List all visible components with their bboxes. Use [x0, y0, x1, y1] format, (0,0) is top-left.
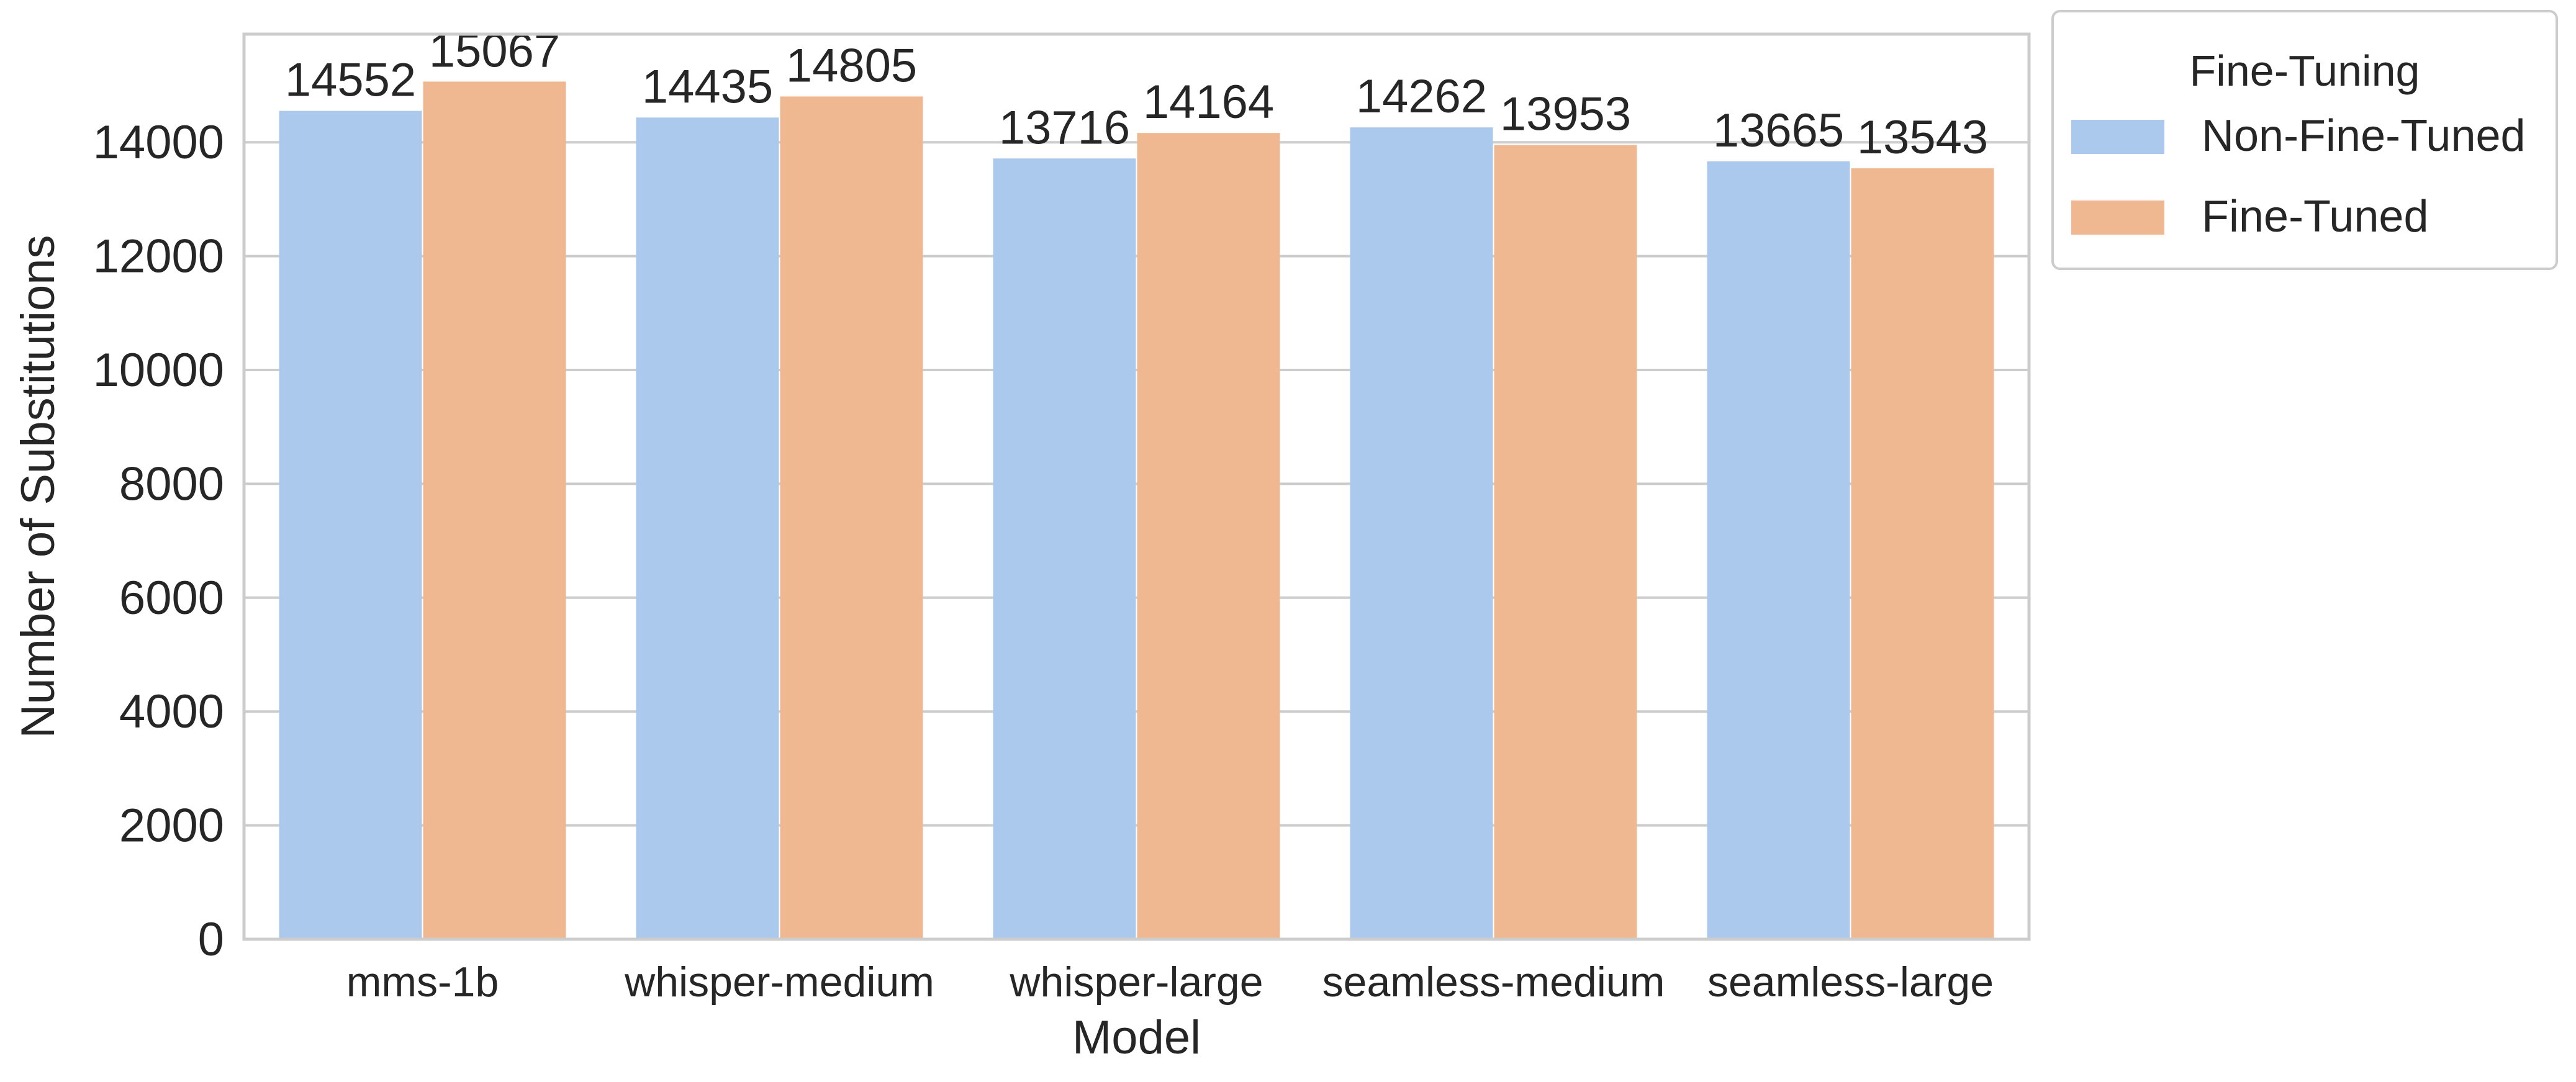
bar-mms-1b-non-fine-tuned [279, 110, 422, 940]
bar-value-label: 14262 [1356, 70, 1487, 123]
legend-swatch-fine-tuned [2071, 201, 2164, 235]
y-tick-label: 4000 [119, 685, 224, 738]
x-tick-label: seamless-large [1707, 958, 1994, 1006]
x-tick-label: whisper-large [1009, 958, 1263, 1006]
bar-value-label: 13665 [1713, 104, 1844, 157]
y-tick-label: 6000 [119, 572, 224, 624]
bar-whisper-medium-fine-tuned [780, 96, 923, 940]
plot-frame [242, 32, 2031, 941]
bar-value-label: 13716 [999, 101, 1130, 154]
y-tick-label: 8000 [119, 458, 224, 510]
y-tick-label: 12000 [93, 230, 224, 283]
bar-whisper-medium-non-fine-tuned [636, 117, 779, 939]
bar-seamless-large-non-fine-tuned [1707, 161, 1850, 939]
bars [279, 81, 1994, 940]
bar-seamless-large-fine-tuned [1851, 168, 1994, 939]
bar-mms-1b-fine-tuned [423, 81, 566, 939]
bar-value-label: 13953 [1500, 88, 1631, 141]
bar-seamless-medium-non-fine-tuned [1350, 127, 1493, 939]
x-tick-label: seamless-medium [1322, 958, 1665, 1006]
legend-swatch-non-fine-tuned [2071, 120, 2164, 154]
legend-label: Non-Fine-Tuned [2202, 111, 2526, 161]
bar-value-label: 14552 [285, 54, 416, 107]
bar-value-label: 13543 [1857, 111, 1988, 164]
bar-value-label: 15067 [429, 24, 560, 77]
y-tick-label: 2000 [119, 800, 224, 852]
legend-label: Fine-Tuned [2202, 192, 2429, 241]
x-axis-title: Model [1072, 1011, 1201, 1064]
y-axis-ticks: 0 2000 4000 6000 8000 10000 12000 14000 [93, 116, 224, 966]
bar-value-label: 14435 [642, 60, 773, 113]
bar-value-label: 14164 [1143, 76, 1274, 128]
legend: Fine-Tuning Non-Fine-Tuned Fine-Tuned [2051, 10, 2558, 270]
bar-seamless-medium-fine-tuned [1494, 145, 1637, 939]
legend-box [2051, 10, 2558, 270]
legend-title: Fine-Tuning [2190, 47, 2420, 95]
y-tick-label: 0 [198, 913, 224, 966]
x-axis-ticks: mms-1b whisper-medium whisper-large seamles… [346, 958, 1994, 1006]
y-axis-title: Number of Substitutions [12, 235, 65, 738]
legend-items: Non-Fine-Tuned Fine-Tuned [2071, 111, 2526, 241]
bar-whisper-large-non-fine-tuned [993, 158, 1136, 939]
bar-whisper-large-fine-tuned [1137, 133, 1280, 939]
y-tick-label: 14000 [93, 116, 224, 169]
x-tick-label: mms-1b [346, 958, 499, 1006]
y-tick-label: 10000 [93, 344, 224, 397]
bar-value-label: 14805 [786, 39, 917, 92]
x-tick-label: whisper-medium [624, 958, 934, 1006]
